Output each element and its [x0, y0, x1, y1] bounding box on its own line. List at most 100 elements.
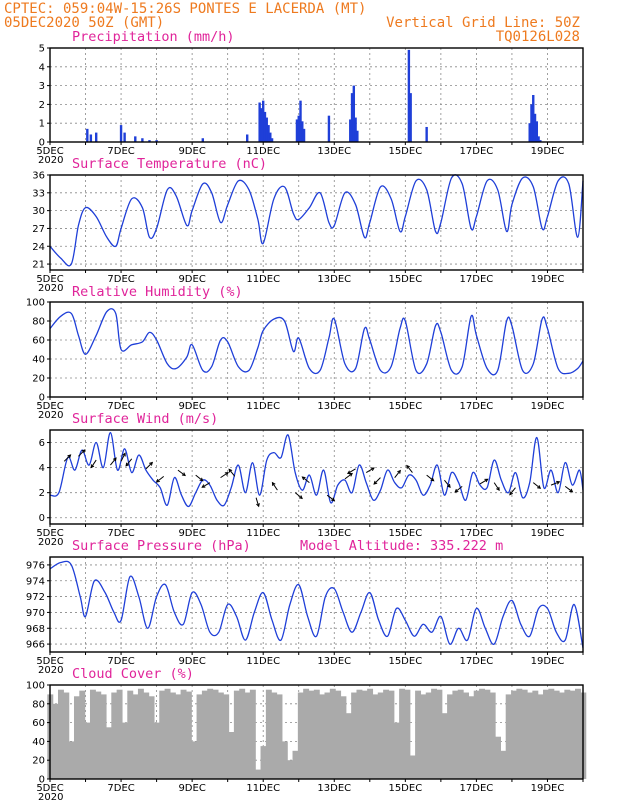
x-tick-label: 15DEC	[388, 528, 422, 539]
cloud-bar	[52, 703, 59, 779]
cloud-bar	[511, 690, 517, 779]
precip-bar	[539, 140, 542, 142]
cloud-bar	[196, 694, 203, 779]
x-tick-label: 11DEC	[246, 656, 280, 667]
y-tick-label: 974	[26, 576, 45, 587]
cloud-bar	[111, 692, 118, 779]
precip-bar	[260, 108, 263, 142]
wind-arrow-head	[373, 480, 378, 485]
cloud-bar	[415, 690, 422, 779]
x-tick-label: 9DEC	[178, 528, 205, 539]
y-tick-label: 972	[26, 592, 45, 603]
cloud-bar	[361, 690, 368, 779]
precip-bar	[350, 93, 354, 142]
x-tick-label: 9DEC	[178, 783, 205, 794]
wind-arrow	[110, 457, 117, 466]
x-tick-label: 17DEC	[460, 274, 494, 285]
y-tick-label: 24	[32, 242, 45, 253]
precip-bar	[532, 95, 535, 142]
wind-arrow-head	[90, 464, 95, 469]
x-tick-label: 9DEC	[178, 656, 205, 667]
y-tick-label: 3	[39, 81, 45, 92]
cloud-bar	[201, 690, 208, 779]
wind-arrow	[272, 482, 278, 491]
x-tick-label: 15DEC	[388, 783, 422, 794]
wind-arrow	[347, 468, 356, 474]
wind-arrow	[532, 482, 541, 489]
x-tick-label: 7DEC	[107, 146, 134, 157]
x-tick-label: 5DEC	[36, 274, 63, 285]
cloud-bar	[89, 689, 96, 779]
wind-arrow	[394, 470, 401, 478]
y-tick-label: 20	[32, 374, 45, 385]
cloud-bar	[505, 694, 512, 779]
panel-title-cloud-cover: Cloud Cover (%)	[72, 666, 194, 682]
precip-bar	[119, 125, 123, 142]
y-tick-label: 2	[39, 100, 45, 111]
precip-bar	[123, 132, 126, 142]
series-line	[49, 560, 584, 649]
cloud-bar	[265, 689, 272, 779]
y-tick-label: 40	[32, 355, 45, 366]
wind-arrow-head	[301, 476, 306, 481]
series-line	[49, 308, 584, 376]
cloud-bar	[543, 689, 549, 779]
cloud-bar	[68, 741, 75, 779]
precip-bar	[89, 134, 93, 142]
cloud-bar	[212, 689, 219, 779]
cloud-bar	[148, 696, 155, 779]
cloud-bar	[313, 689, 320, 779]
wind-arrow	[145, 462, 153, 470]
x-tick-label: 5DEC	[36, 656, 63, 667]
cloud-bar	[84, 722, 91, 779]
wind-arrow-head	[406, 464, 410, 469]
precip-bar	[297, 115, 300, 142]
wind-arrow	[373, 477, 381, 485]
wind-arrow-head	[446, 483, 451, 488]
x-tick-label: 7DEC	[107, 656, 134, 667]
precip-bar	[537, 136, 540, 142]
x-tick-label: 5DEC	[36, 146, 63, 157]
precip-bar	[246, 134, 249, 142]
y-tick-label: 1	[39, 119, 45, 130]
header-station: CPTEC: 059:04W-15:26S PONTES E LACERDA (…	[4, 1, 366, 17]
wind-arrow	[493, 482, 500, 491]
wind-arrow-head	[346, 470, 352, 475]
y-tick-label: 40	[32, 737, 45, 748]
wind-arrow-head	[484, 478, 489, 483]
cloud-bar	[468, 696, 475, 779]
series-line	[49, 174, 584, 267]
cloud-bar	[457, 689, 464, 779]
cloud-bar	[489, 692, 496, 779]
precip-bar	[356, 130, 359, 142]
x-tick-label: 7DEC	[107, 274, 134, 285]
x-tick-label: 17DEC	[460, 528, 494, 539]
cloud-bar	[287, 760, 294, 779]
y-tick-label: 0	[39, 513, 45, 524]
cloud-bar	[79, 690, 86, 779]
panel-4: 966 968 970 972 974 976 5DEC 7DEC 9DEC 11DEC 13DEC…	[26, 556, 584, 676]
cloud-bar	[175, 694, 182, 779]
cloud-bar	[345, 713, 352, 779]
y-tick-label: 4	[39, 463, 45, 474]
wind-arrow-head	[81, 449, 86, 454]
cloud-bar	[324, 692, 331, 779]
wind-arrow	[479, 478, 488, 485]
y-tick-label: 80	[32, 699, 45, 710]
wind-arrow-head	[454, 488, 459, 493]
cloud-bar	[447, 694, 454, 779]
cloud-bar	[479, 688, 485, 779]
wind-arrow	[195, 474, 204, 482]
x-tick-label: 13DEC	[317, 528, 351, 539]
cloud-bar	[308, 690, 315, 779]
cloud-bar	[553, 690, 560, 779]
header-run-time: 05DEC2020 50Z (GMT)	[4, 15, 164, 31]
cloud-bar	[223, 694, 230, 779]
panel-frame	[49, 429, 584, 525]
x-tick-label: 9DEC	[178, 274, 205, 285]
x-tick-label: 13DEC	[317, 783, 351, 794]
panel-frame	[49, 301, 584, 398]
y-tick-label: 60	[32, 718, 45, 729]
precip-bar	[263, 111, 267, 142]
cloud-bar	[441, 713, 448, 779]
